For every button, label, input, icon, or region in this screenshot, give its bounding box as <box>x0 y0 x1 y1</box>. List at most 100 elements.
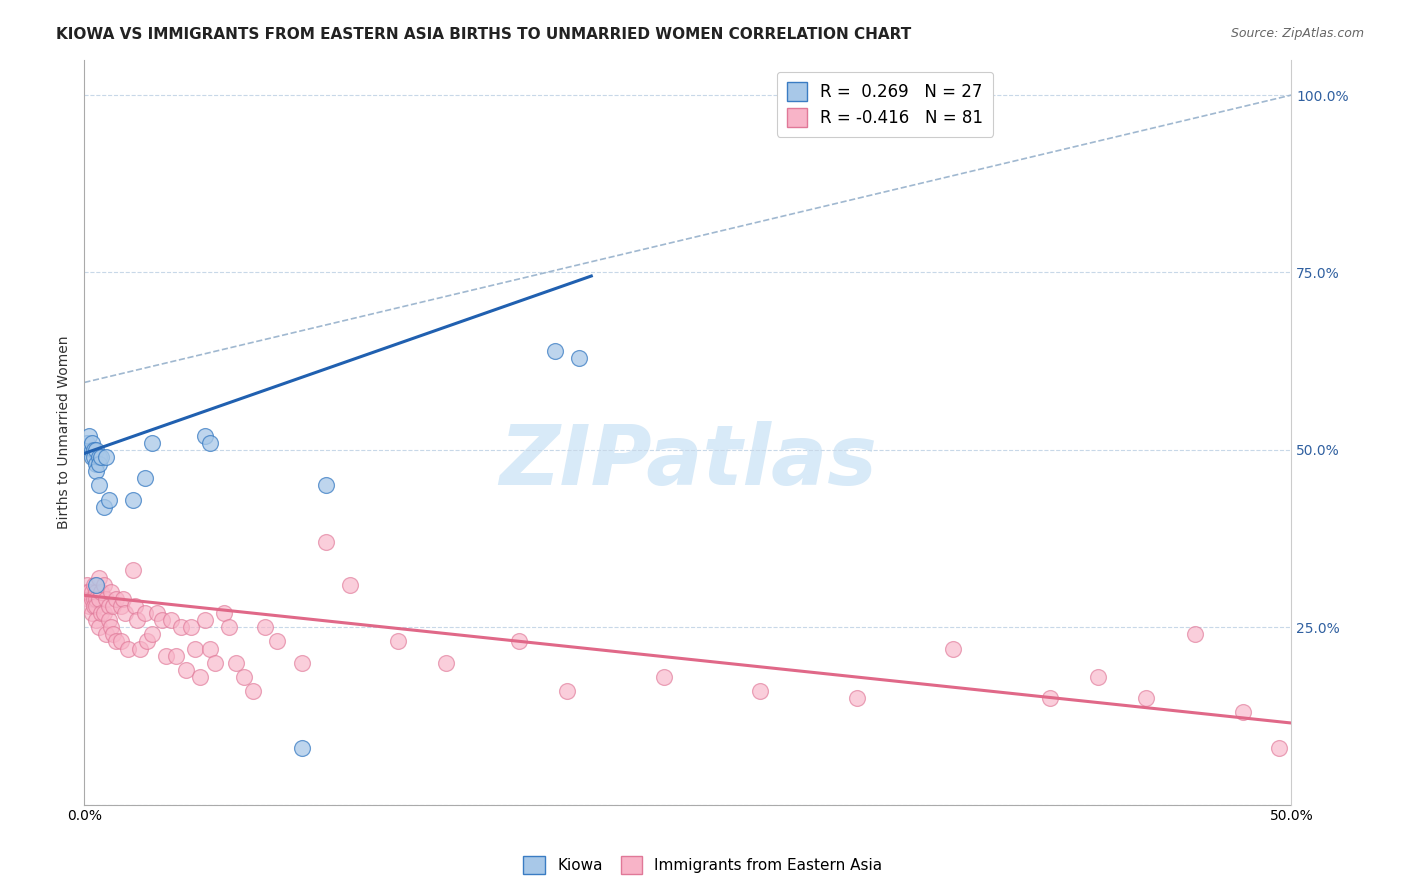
Point <box>749 684 772 698</box>
Point <box>104 591 127 606</box>
Point <box>80 435 103 450</box>
Point <box>87 457 110 471</box>
Point <box>121 564 143 578</box>
Point <box>194 428 217 442</box>
Point <box>121 492 143 507</box>
Point <box>134 606 156 620</box>
Point <box>86 457 108 471</box>
Y-axis label: Births to Unmarried Women: Births to Unmarried Women <box>58 335 72 529</box>
Point <box>76 584 98 599</box>
Point <box>83 442 105 457</box>
Point <box>77 584 100 599</box>
Legend: R =  0.269   N = 27, R = -0.416   N = 81: R = 0.269 N = 27, R = -0.416 N = 81 <box>778 71 993 136</box>
Point <box>97 613 120 627</box>
Point <box>87 591 110 606</box>
Point <box>315 535 337 549</box>
Point <box>83 599 105 613</box>
Point <box>93 500 115 514</box>
Point <box>1039 691 1062 706</box>
Text: ZIPatlas: ZIPatlas <box>499 421 877 502</box>
Point <box>86 591 108 606</box>
Point <box>150 613 173 627</box>
Point <box>291 740 314 755</box>
Point <box>86 613 108 627</box>
Point <box>83 591 105 606</box>
Point <box>141 627 163 641</box>
Point <box>555 684 578 698</box>
Point <box>266 634 288 648</box>
Point <box>204 656 226 670</box>
Point <box>77 599 100 613</box>
Legend: Kiowa, Immigrants from Eastern Asia: Kiowa, Immigrants from Eastern Asia <box>517 850 889 880</box>
Point <box>94 627 117 641</box>
Point <box>242 684 264 698</box>
Point <box>232 670 254 684</box>
Point <box>77 428 100 442</box>
Point <box>103 599 125 613</box>
Point <box>160 613 183 627</box>
Point <box>90 584 112 599</box>
Point <box>165 648 187 663</box>
Point <box>291 656 314 670</box>
Point <box>77 591 100 606</box>
Point <box>97 492 120 507</box>
Point <box>111 591 134 606</box>
Point <box>76 435 98 450</box>
Point <box>87 570 110 584</box>
Point <box>198 435 221 450</box>
Point <box>80 606 103 620</box>
Point <box>1184 627 1206 641</box>
Point <box>1268 740 1291 755</box>
Point <box>652 670 675 684</box>
Point <box>387 634 409 648</box>
Point <box>80 450 103 464</box>
Point <box>86 442 108 457</box>
Point <box>544 343 567 358</box>
Point <box>94 591 117 606</box>
Point <box>845 691 868 706</box>
Point <box>568 351 591 365</box>
Text: Source: ZipAtlas.com: Source: ZipAtlas.com <box>1230 27 1364 40</box>
Point <box>100 584 122 599</box>
Point <box>155 648 177 663</box>
Point <box>315 478 337 492</box>
Point <box>86 584 108 599</box>
Point <box>124 599 146 613</box>
Point <box>136 634 159 648</box>
Point <box>170 620 193 634</box>
Point <box>194 613 217 627</box>
Point <box>103 627 125 641</box>
Point <box>128 641 150 656</box>
Point <box>94 450 117 464</box>
Point <box>218 620 240 634</box>
Point <box>436 656 458 670</box>
Point <box>141 435 163 450</box>
Point <box>339 577 361 591</box>
Point <box>90 450 112 464</box>
Point <box>198 641 221 656</box>
Text: KIOWA VS IMMIGRANTS FROM EASTERN ASIA BIRTHS TO UNMARRIED WOMEN CORRELATION CHAR: KIOWA VS IMMIGRANTS FROM EASTERN ASIA BI… <box>56 27 911 42</box>
Point <box>174 663 197 677</box>
Point <box>87 450 110 464</box>
Point <box>225 656 247 670</box>
Point <box>127 613 149 627</box>
Point <box>104 634 127 648</box>
Point <box>83 450 105 464</box>
Point <box>134 471 156 485</box>
Point <box>1232 706 1254 720</box>
Point <box>110 634 132 648</box>
Point <box>83 577 105 591</box>
Point <box>86 464 108 478</box>
Point <box>80 584 103 599</box>
Point <box>1135 691 1157 706</box>
Point <box>86 577 108 591</box>
Point <box>93 606 115 620</box>
Point <box>146 606 169 620</box>
Point <box>87 620 110 634</box>
Point <box>114 606 136 620</box>
Point <box>90 606 112 620</box>
Point <box>117 641 139 656</box>
Point <box>254 620 277 634</box>
Point <box>508 634 530 648</box>
Point <box>110 599 132 613</box>
